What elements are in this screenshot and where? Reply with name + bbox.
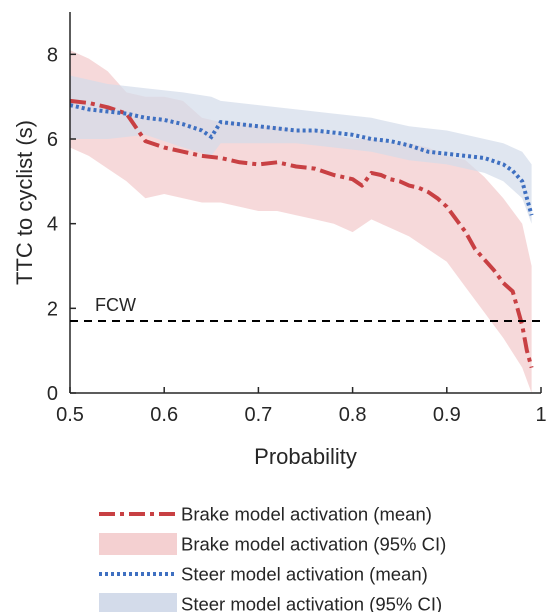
legend-swatch-band: [99, 533, 177, 555]
x-tick-label: 0.7: [244, 404, 272, 426]
legend-label: Steer model activation (95% CI): [181, 594, 442, 612]
y-tick-label: 2: [47, 298, 58, 320]
y-axis-label: TTC to cyclist (s): [12, 120, 37, 285]
y-tick-label: 6: [47, 129, 58, 151]
y-tick-label: 4: [47, 214, 58, 236]
x-tick-label: 0.5: [56, 404, 84, 426]
legend-label: Brake model activation (mean): [181, 504, 432, 525]
fcw-label: FCW: [95, 295, 136, 315]
legend-swatch-band: [99, 593, 177, 612]
x-tick-label: 0.6: [150, 404, 178, 426]
legend-label: Brake model activation (95% CI): [181, 534, 446, 555]
steer-ci-band: [70, 75, 532, 224]
steer-mean-line: [69, 103, 534, 216]
x-tick-label: 0.9: [433, 404, 461, 426]
plot-area: [69, 50, 534, 393]
x-tick-label: 0.8: [339, 404, 367, 426]
x-axis-label: Probability: [254, 444, 357, 469]
axes: 0.5 0.6 0.7 0.8 0.9 1 0 2 4 6 8: [47, 12, 547, 426]
y-tick-label: 0: [47, 383, 58, 405]
brake-mean-line: [69, 98, 534, 369]
y-tick-label: 8: [47, 44, 58, 66]
x-tick-label: 1: [535, 404, 546, 426]
legend: Brake model activation (mean) Brake model…: [99, 504, 446, 612]
legend-label: Steer model activation (mean): [181, 564, 428, 585]
